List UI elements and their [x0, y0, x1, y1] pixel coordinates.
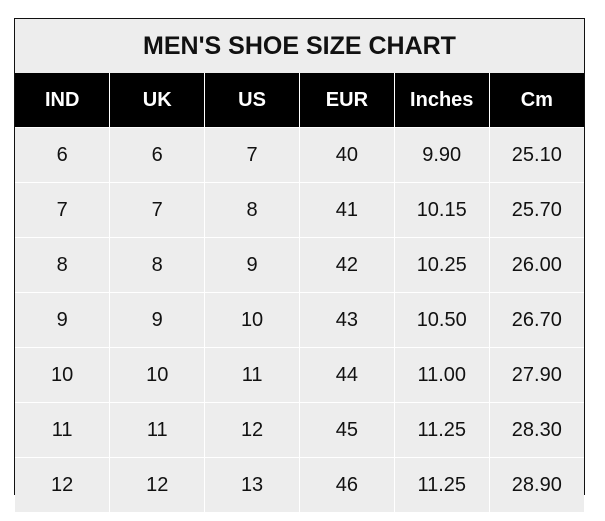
header-eur: EUR — [298, 73, 395, 128]
header-ind: IND — [15, 73, 111, 128]
cell-us: 11 — [204, 347, 300, 403]
cell-cm: 25.70 — [488, 182, 584, 238]
table-row: 10 10 11 44 11.00 27.90 — [15, 347, 584, 403]
header-us: US — [204, 73, 300, 128]
cell-us: 12 — [204, 402, 300, 458]
cell-uk: 9 — [109, 292, 206, 348]
cell-uk: 7 — [109, 182, 206, 238]
cell-eur: 40 — [298, 127, 395, 183]
cell-inches: 11.25 — [393, 402, 490, 458]
cell-inches: 9.90 — [393, 127, 490, 183]
cell-cm: 28.30 — [488, 402, 584, 458]
cell-us: 7 — [204, 127, 300, 183]
size-chart: MEN'S SHOE SIZE CHART IND UK US EUR Inch… — [14, 18, 585, 512]
cell-uk: 10 — [109, 347, 206, 403]
cell-us: 13 — [204, 457, 300, 512]
table-row: 8 8 9 42 10.25 26.00 — [15, 237, 584, 293]
cell-eur: 41 — [298, 182, 395, 238]
table-row: 12 12 13 46 11.25 28.90 — [15, 457, 584, 512]
cell-ind: 6 — [15, 127, 111, 183]
cell-ind: 12 — [15, 457, 111, 512]
cell-eur: 46 — [298, 457, 395, 512]
table-row: 6 6 7 40 9.90 25.10 — [15, 127, 584, 183]
cell-eur: 45 — [298, 402, 395, 458]
cell-us: 10 — [204, 292, 300, 348]
cell-eur: 44 — [298, 347, 395, 403]
cell-inches: 10.15 — [393, 182, 490, 238]
cell-inches: 10.25 — [393, 237, 490, 293]
cell-ind: 10 — [15, 347, 111, 403]
cell-inches: 10.50 — [393, 292, 490, 348]
cell-cm: 25.10 — [488, 127, 584, 183]
cell-ind: 8 — [15, 237, 111, 293]
cell-cm: 26.00 — [488, 237, 584, 293]
cell-uk: 12 — [109, 457, 206, 512]
cell-uk: 6 — [109, 127, 206, 183]
cell-inches: 11.25 — [393, 457, 490, 512]
header-uk: UK — [109, 73, 206, 128]
size-table: IND UK US EUR Inches Cm 6 6 7 40 9.90 25.10 7 7… — [15, 73, 584, 512]
header-cm: Cm — [488, 73, 584, 128]
chart-title: MEN'S SHOE SIZE CHART — [15, 19, 584, 73]
table-row: 7 7 8 41 10.15 25.70 — [15, 182, 584, 238]
cell-cm: 26.70 — [488, 292, 584, 348]
cell-ind: 9 — [15, 292, 111, 348]
cell-cm: 27.90 — [488, 347, 584, 403]
cell-ind: 11 — [15, 402, 111, 458]
header-inches: Inches — [393, 73, 490, 128]
cell-cm: 28.90 — [488, 457, 584, 512]
cell-eur: 43 — [298, 292, 395, 348]
cell-us: 8 — [204, 182, 300, 238]
cell-us: 9 — [204, 237, 300, 293]
cell-uk: 11 — [109, 402, 206, 458]
header-row: IND UK US EUR Inches Cm — [15, 73, 584, 128]
cell-ind: 7 — [15, 182, 111, 238]
cell-eur: 42 — [298, 237, 395, 293]
cell-inches: 11.00 — [393, 347, 490, 403]
table-row: 9 9 10 43 10.50 26.70 — [15, 292, 584, 348]
table-row: 11 11 12 45 11.25 28.30 — [15, 402, 584, 458]
cell-uk: 8 — [109, 237, 206, 293]
